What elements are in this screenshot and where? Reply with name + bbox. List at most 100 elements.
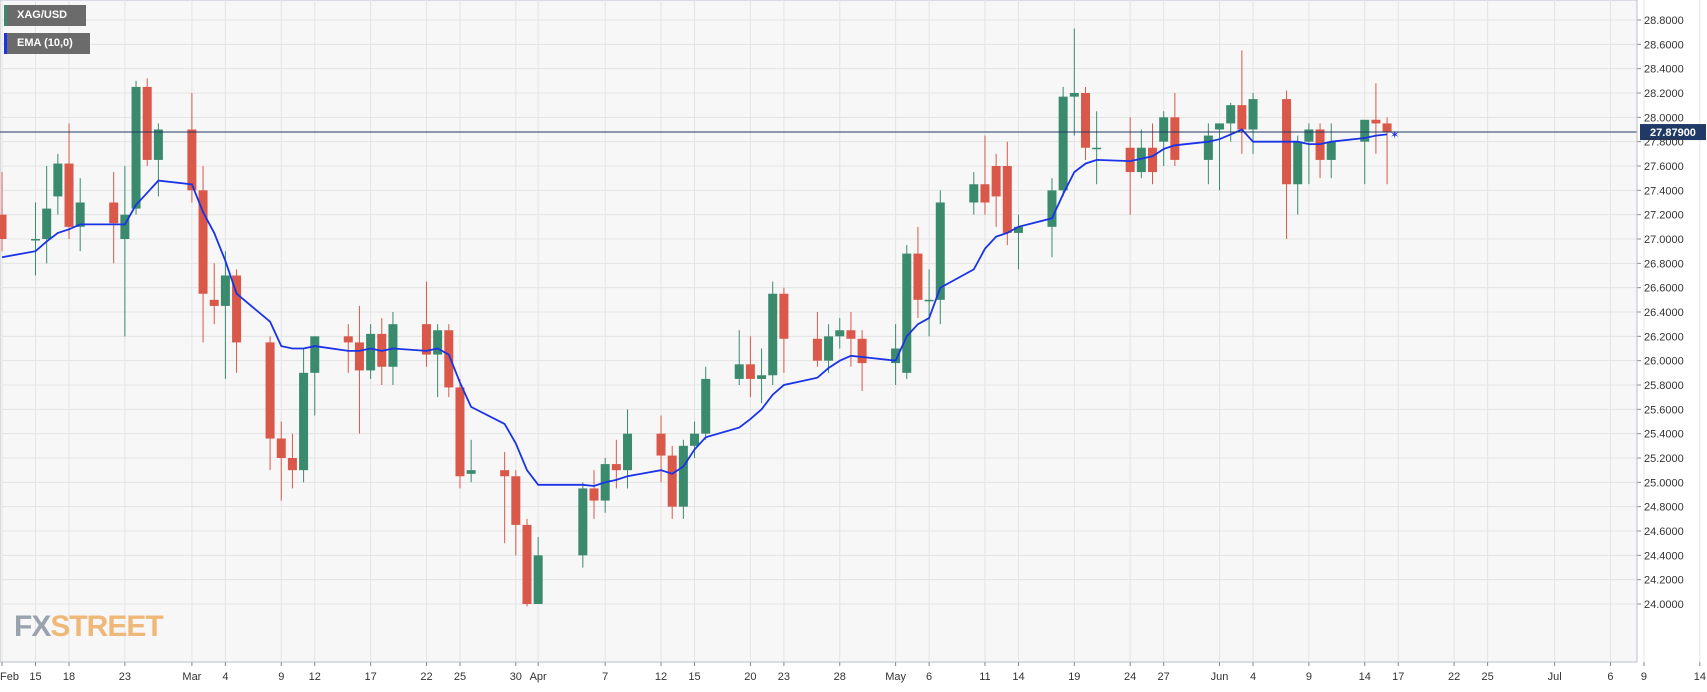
candle-body (935, 202, 945, 300)
candle-body (812, 338, 822, 361)
x-tick-label: 9 (278, 671, 284, 683)
candle (64, 123, 74, 239)
candle-body (388, 324, 398, 367)
x-tick-label: 15 (688, 671, 700, 683)
candle (757, 348, 767, 404)
candle (701, 366, 711, 440)
candle-body (1382, 123, 1392, 132)
candle (131, 80, 141, 215)
candle-body (1226, 105, 1236, 124)
candle-body (64, 163, 74, 227)
candle (75, 178, 85, 252)
candle-body (220, 275, 230, 306)
x-tick-label: 18 (63, 671, 75, 683)
candle (578, 482, 588, 568)
candle-body (846, 330, 856, 339)
candle-body (678, 445, 688, 507)
x-tick-label: 4 (1250, 671, 1256, 683)
candle-body (1215, 123, 1225, 130)
candle-body (1092, 147, 1102, 150)
candle-body (1304, 129, 1314, 142)
candle (533, 537, 543, 604)
y-tick-label: 24.8000 (1644, 502, 1684, 514)
y-tick-label: 24.4000 (1644, 550, 1684, 562)
candle (891, 324, 901, 385)
y-tick-label: 26.8000 (1644, 258, 1684, 270)
y-tick-label: 27.0000 (1644, 234, 1684, 246)
candle (1360, 119, 1370, 185)
candle (1136, 129, 1146, 179)
candle-body (444, 330, 454, 388)
x-tick-label: 22 (1448, 671, 1460, 683)
candle-body (1293, 141, 1303, 185)
candle (220, 251, 230, 379)
candle (522, 518, 532, 607)
candle-body (511, 476, 521, 525)
x-tick-label: 14 (1012, 671, 1024, 683)
candle-body (589, 488, 599, 501)
candle-body (623, 433, 633, 471)
candle-layer (0, 28, 1392, 607)
candle-body (42, 208, 52, 239)
candle-body (578, 488, 588, 556)
price-line-layer: 27.87900 (0, 124, 1706, 141)
candle (1382, 117, 1392, 185)
candle-body (187, 129, 197, 191)
x-tick-label: Jul (1548, 671, 1562, 683)
candle-body (276, 438, 286, 458)
candle-body (701, 378, 711, 434)
candle-body (354, 342, 364, 371)
candle (690, 421, 700, 458)
y-tick-label: 27.8000 (1644, 137, 1684, 149)
symbol-label: XAG/USD (17, 9, 68, 21)
candle-body (1248, 99, 1258, 130)
x-tick-label: 14 (1694, 671, 1706, 683)
candle-body (53, 163, 63, 197)
x-tick-label: 30 (510, 671, 522, 683)
x-tick-label: 23 (119, 671, 131, 683)
y-tick-label: 26.4000 (1644, 307, 1684, 319)
candle (299, 348, 309, 483)
x-tick-label: 25 (454, 671, 466, 683)
y-tick-label: 25.0000 (1644, 477, 1684, 489)
candle (924, 269, 934, 337)
y-tick-label: 25.6000 (1644, 404, 1684, 416)
y-tick-label: 25.4000 (1644, 429, 1684, 441)
y-tick-label: 28.8000 (1644, 15, 1684, 27)
y-tick-label: 27.6000 (1644, 161, 1684, 173)
x-tick-label: 28 (834, 671, 846, 683)
candle (1069, 28, 1079, 136)
candle-body (734, 364, 744, 379)
candle-body (366, 333, 376, 371)
candle (656, 415, 666, 483)
candle-body (1047, 190, 1057, 227)
candle-body (969, 184, 979, 203)
candle (1013, 214, 1023, 270)
candle (1002, 141, 1012, 246)
candle (500, 451, 510, 544)
y-axis: 24.0000 24.2000 24.4000 24.6000 24.8000 25.00… (1636, 0, 1684, 662)
candle (42, 166, 52, 264)
candle-body (690, 433, 700, 446)
candle (678, 439, 688, 519)
candle (734, 330, 744, 385)
candle-body (835, 330, 845, 337)
candle-body (1360, 119, 1370, 142)
candle-body (857, 338, 867, 364)
candle (198, 166, 208, 343)
y-tick-label: 27.2000 (1644, 210, 1684, 222)
candle-body (343, 336, 353, 343)
x-tick-label: 15 (29, 671, 41, 683)
x-tick-label: Mar (182, 671, 201, 683)
candle (589, 470, 599, 519)
candle (433, 324, 443, 398)
x-tick-label: May (885, 671, 906, 683)
x-tick-label: 6 (926, 671, 932, 683)
y-tick-label: 24.0000 (1644, 599, 1684, 611)
candle-body (980, 184, 990, 203)
candle (31, 202, 41, 276)
candle (980, 135, 990, 215)
candle-body (142, 86, 152, 160)
candle-body (991, 166, 1001, 197)
